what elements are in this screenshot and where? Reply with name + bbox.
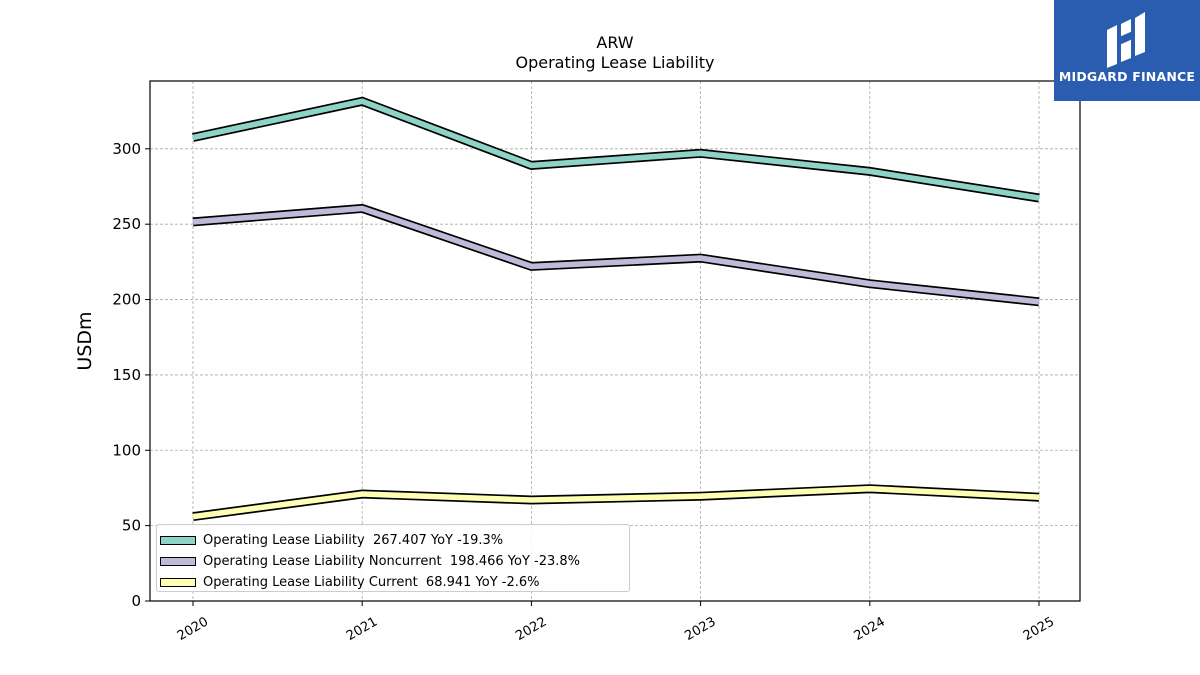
y-tick-label: 100 <box>112 441 141 459</box>
data-point <box>869 170 871 172</box>
legend-label: Operating Lease Liability Noncurrent 198… <box>203 554 581 569</box>
data-point <box>700 257 702 259</box>
data-point <box>361 100 363 102</box>
x-tick-label: 2023 <box>682 614 718 644</box>
x-tick-label: 2025 <box>1021 614 1057 644</box>
chart-subtitle: Operating Lease Liability <box>515 53 714 72</box>
data-point <box>361 493 363 495</box>
data-point <box>530 164 532 166</box>
brand-logo: MIDGARD FINANCE <box>1054 0 1200 101</box>
data-point <box>530 499 532 501</box>
legend-item: Operating Lease Liability Noncurrent 198… <box>160 551 629 572</box>
x-tick-label: 2021 <box>344 614 380 644</box>
legend-label: Operating Lease Liability 267.407 YoY -1… <box>203 533 504 548</box>
y-tick-label: 300 <box>112 140 141 158</box>
data-point <box>700 495 702 497</box>
y-axis-label: USDm <box>74 311 96 370</box>
series-line <box>192 205 1040 305</box>
chart-title: ARW <box>596 33 633 52</box>
legend-item: Operating Lease Liability 267.407 YoY -1… <box>160 530 629 551</box>
legend-swatch <box>160 578 196 587</box>
data-point <box>192 516 194 518</box>
series-line <box>192 98 1040 201</box>
data-point <box>192 221 194 223</box>
legend-label: Operating Lease Liability Current 68.941… <box>203 575 540 590</box>
y-tick-label: 200 <box>112 291 141 309</box>
data-point <box>1038 197 1040 199</box>
y-axis: 0 50 100 150 200 250 300 <box>112 140 150 610</box>
legend-swatch <box>160 536 196 545</box>
legend-swatch <box>160 557 196 566</box>
y-tick-label: 0 <box>131 592 141 610</box>
x-tick-label: 2022 <box>513 614 549 644</box>
grid <box>150 81 1080 601</box>
data-point <box>192 137 194 139</box>
data-point <box>869 283 871 285</box>
data-point <box>700 152 702 154</box>
series-line <box>192 485 1040 520</box>
series-layer <box>192 96 1040 522</box>
y-tick-label: 250 <box>112 215 141 233</box>
data-point <box>1038 301 1040 303</box>
data-point <box>869 488 871 490</box>
data-point <box>1038 496 1040 498</box>
y-tick-label: 150 <box>112 366 141 384</box>
data-point <box>361 207 363 209</box>
x-axis: 2020 2021 2022 2023 2024 2025 <box>175 601 1057 644</box>
legend-item: Operating Lease Liability Current 68.941… <box>160 572 629 593</box>
series-line-outline <box>192 96 1040 203</box>
legend: Operating Lease Liability 267.407 YoY -1… <box>156 524 630 592</box>
x-tick-label: 2024 <box>852 614 888 644</box>
plot-frame <box>149 80 1081 602</box>
x-tick-label: 2020 <box>175 614 211 644</box>
brand-name: MIDGARD FINANCE <box>1058 69 1196 84</box>
y-tick-label: 50 <box>122 517 141 535</box>
logo-mark-icon <box>1107 12 1145 68</box>
data-point <box>530 265 532 267</box>
